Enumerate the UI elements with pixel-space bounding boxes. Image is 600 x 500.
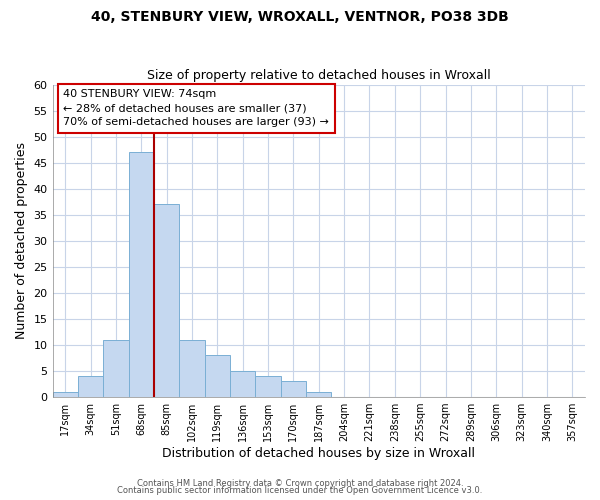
Bar	[103, 340, 128, 397]
Bar	[306, 392, 331, 397]
Bar	[281, 382, 306, 397]
Bar	[128, 152, 154, 397]
Bar	[78, 376, 103, 397]
Bar	[53, 392, 78, 397]
Text: 40, STENBURY VIEW, WROXALL, VENTNOR, PO38 3DB: 40, STENBURY VIEW, WROXALL, VENTNOR, PO3…	[91, 10, 509, 24]
Bar	[205, 356, 230, 397]
Bar	[230, 371, 256, 397]
Y-axis label: Number of detached properties: Number of detached properties	[15, 142, 28, 340]
Text: Contains public sector information licensed under the Open Government Licence v3: Contains public sector information licen…	[118, 486, 482, 495]
Bar	[154, 204, 179, 397]
Text: 40 STENBURY VIEW: 74sqm
← 28% of detached houses are smaller (37)
70% of semi-de: 40 STENBURY VIEW: 74sqm ← 28% of detache…	[63, 89, 329, 127]
X-axis label: Distribution of detached houses by size in Wroxall: Distribution of detached houses by size …	[162, 447, 475, 460]
Title: Size of property relative to detached houses in Wroxall: Size of property relative to detached ho…	[147, 69, 491, 82]
Text: Contains HM Land Registry data © Crown copyright and database right 2024.: Contains HM Land Registry data © Crown c…	[137, 478, 463, 488]
Bar	[179, 340, 205, 397]
Bar	[256, 376, 281, 397]
